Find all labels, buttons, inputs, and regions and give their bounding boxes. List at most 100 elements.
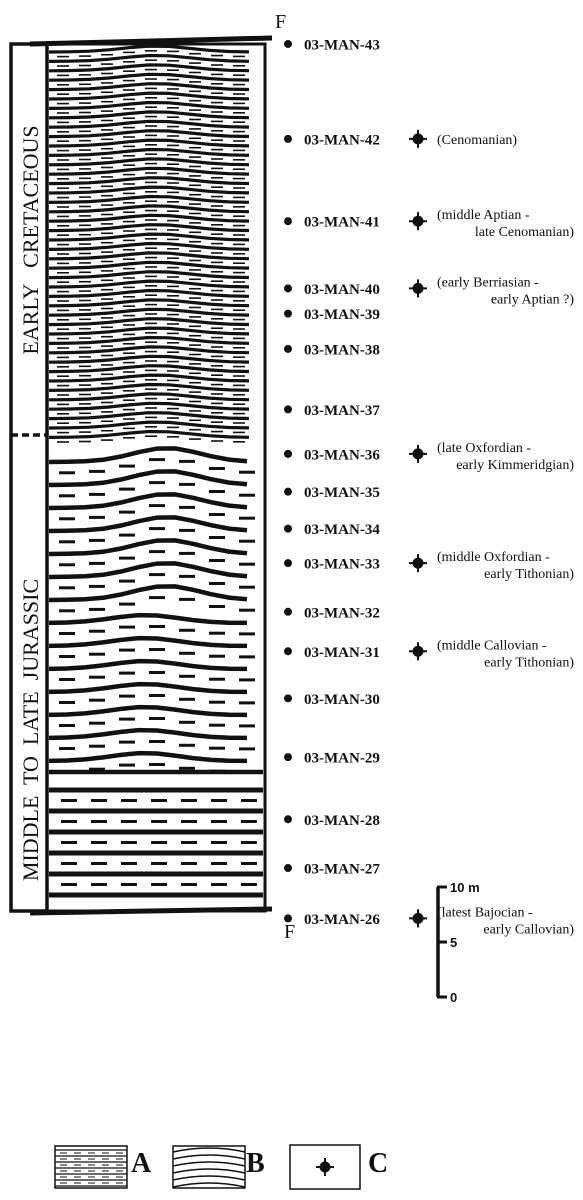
legend-item-a: A (54, 1145, 152, 1189)
fault-label-top: F (275, 11, 286, 33)
age-determination: (latest Bajocian - (437, 905, 533, 920)
legend-item-c: C (289, 1144, 388, 1190)
sample-row: 03-MAN-32 (284, 605, 380, 621)
sample-row: 03-MAN-35 (284, 485, 380, 501)
sample-row: 03-MAN-41 (middle Aptian - late Cenomanian… (284, 208, 574, 240)
legend-swatch-wavy-bedded (172, 1145, 246, 1189)
age-determination: early Tithonian) (484, 655, 574, 670)
sample-point-icon (284, 134, 292, 143)
age-determination: early Aptian ?) (491, 292, 575, 307)
legend-key-c: C (368, 1148, 388, 1179)
age-label-early-cretaceous: EARLY CRETACEOUS (18, 125, 43, 354)
sample-row: 03-MAN-42 (Cenomanian) (284, 129, 517, 148)
sample-row: 03-MAN-34 (284, 522, 380, 538)
sample-point-icon (284, 524, 292, 533)
sample-id: 03-MAN-39 (304, 307, 380, 323)
age-determination: (middle Oxfordian - (437, 550, 550, 565)
age-determination: (middle Callovian - (437, 638, 547, 653)
sample-point-icon (284, 405, 292, 414)
lithology-patterns (48, 44, 263, 898)
fossil-icon (409, 129, 427, 148)
sample-row: 03-MAN-27 (284, 862, 380, 878)
legend-key-b: B (246, 1148, 265, 1179)
sample-point-icon (284, 607, 292, 616)
legend-item-b: B (172, 1145, 265, 1189)
fault-line-top (29, 35, 273, 47)
legend-key-a: A (131, 1148, 152, 1179)
age-columns: EARLY CRETACEOUS MIDDLE TO LATE JURASSIC (9, 42, 49, 913)
sample-row: 03-MAN-31 (middle Callovian - early Tithon… (284, 638, 574, 670)
sample-row: 03-MAN-43 (284, 37, 380, 53)
sample-row: 03-MAN-36 (late Oxfordian - early Kimmerid… (284, 441, 574, 473)
fossil-icon (409, 279, 427, 298)
scale-tick-label: 5 (450, 935, 457, 950)
scale-bar: 10 m 5 0 (436, 880, 480, 1005)
age-determination: early Callovian) (483, 922, 574, 937)
sample-point-icon (284, 217, 292, 226)
sample-id: 03-MAN-32 (304, 605, 380, 621)
sample-id: 03-MAN-30 (304, 692, 380, 708)
sample-id: 03-MAN-33 (304, 557, 380, 573)
age-determination: early Kimmeridgian) (456, 458, 574, 473)
age-determination: (late Oxfordian - (437, 441, 531, 456)
sample-list: 03-MAN-43 03-MAN-42 (Cenomanian) 03-MAN-41 (… (284, 37, 574, 937)
sample-row: 03-MAN-37 (284, 403, 380, 419)
sample-point-icon (284, 344, 292, 353)
sample-point-icon (284, 864, 292, 872)
sample-id: 03-MAN-38 (304, 342, 380, 358)
sample-point-icon (284, 39, 292, 48)
sample-point-icon (284, 815, 292, 824)
age-determination: (early Berriasian - (437, 275, 539, 290)
sample-point-icon (284, 753, 292, 762)
sample-row: 03-MAN-40 (early Berriasian - early Aptian… (284, 275, 574, 307)
lithologic-column: F F (29, 11, 295, 943)
scale-tick-label: 10 m (450, 880, 480, 895)
sample-row: 03-MAN-38 (284, 342, 380, 358)
sample-row: 03-MAN-33 (middle Oxfordian - early Tithon… (284, 550, 574, 582)
sample-row: 03-MAN-30 (284, 692, 380, 708)
sample-id: 03-MAN-41 (304, 215, 380, 231)
sample-point-icon (284, 914, 292, 923)
sample-id: 03-MAN-42 (304, 132, 380, 148)
sample-id: 03-MAN-37 (304, 403, 380, 419)
sample-id: 03-MAN-34 (304, 522, 380, 538)
fossil-icon (409, 554, 427, 573)
sample-point-icon (284, 694, 292, 703)
age-determination: (Cenomanian) (437, 133, 517, 148)
sample-row: 03-MAN-39 (284, 307, 380, 323)
sample-id: 03-MAN-27 (304, 862, 380, 878)
sample-row: 03-MAN-29 (284, 751, 380, 767)
fault-line-bottom (29, 906, 273, 916)
sample-id: 03-MAN-36 (304, 447, 380, 463)
sample-point-icon (284, 449, 292, 458)
sample-row: 03-MAN-26 (latest Bajocian - early Callovi… (284, 905, 574, 937)
sample-point-icon (284, 309, 292, 318)
age-determination: early Tithonian) (484, 567, 574, 582)
fossil-icon (409, 642, 427, 661)
age-determination: late Cenomanian) (475, 225, 574, 240)
fossil-icon (316, 1158, 334, 1176)
sample-id: 03-MAN-43 (304, 37, 380, 53)
sample-point-icon (284, 559, 292, 568)
sample-id: 03-MAN-29 (304, 751, 380, 767)
sample-row: 03-MAN-28 (284, 813, 380, 829)
fossil-icon (409, 909, 427, 928)
fossil-icon (409, 444, 427, 463)
legend: A B C (54, 1144, 388, 1190)
scale-tick-label: 0 (450, 990, 457, 1005)
age-determination: (middle Aptian - (437, 208, 530, 223)
fault-label-bottom: F (284, 921, 295, 943)
sample-id: 03-MAN-40 (304, 282, 380, 298)
age-label-middle-late-jurassic: MIDDLE TO LATE JURASSIC (18, 579, 43, 881)
sample-id: 03-MAN-35 (304, 485, 380, 501)
sample-point-icon (284, 284, 292, 293)
fossil-icon (409, 212, 427, 231)
sample-point-icon (284, 487, 292, 496)
legend-swatch-fossil-box (289, 1144, 361, 1190)
sample-id: 03-MAN-28 (304, 813, 380, 829)
sample-id: 03-MAN-31 (304, 645, 380, 661)
legend-swatch-parallel-bedded (54, 1145, 128, 1189)
sample-id: 03-MAN-26 (304, 912, 380, 928)
fossil-symbol (316, 1158, 334, 1176)
